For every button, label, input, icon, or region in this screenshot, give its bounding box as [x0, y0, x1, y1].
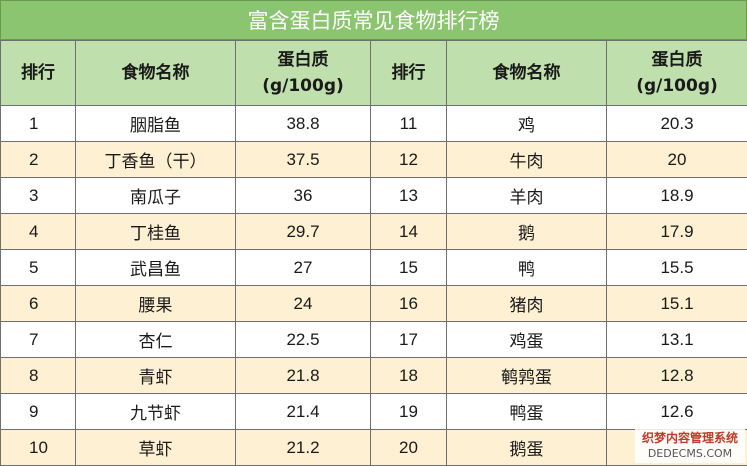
- protein-cell: 15.5: [607, 250, 747, 286]
- rank-header-right: 排行: [371, 41, 447, 106]
- protein-cell: 21.2: [236, 430, 371, 466]
- table-row: 5 武昌鱼 27 15 鸭 15.5: [1, 250, 747, 286]
- food-name-cell: 羊肉: [447, 178, 607, 214]
- rank-cell: 12: [371, 142, 447, 178]
- protein-table: 排行 食物名称 蛋白质 (g/100g) 排行 食物名称 蛋白质 (g/100g…: [0, 40, 747, 466]
- rank-cell: 8: [1, 358, 76, 394]
- rank-cell: 2: [1, 142, 76, 178]
- food-name-cell: 九节虾: [76, 394, 236, 430]
- rank-cell: 17: [371, 322, 447, 358]
- protein-cell: 20: [607, 142, 747, 178]
- food-name-cell: 猪肉: [447, 286, 607, 322]
- protein-cell: 38.8: [236, 106, 371, 142]
- food-name-header: 食物名称: [76, 41, 236, 106]
- protein-cell: 21.8: [236, 358, 371, 394]
- food-name-cell: 草虾: [76, 430, 236, 466]
- table-row: 2 丁香鱼（干） 37.5 12 牛肉 20: [1, 142, 747, 178]
- header-row: 排行 食物名称 蛋白质 (g/100g) 排行 食物名称 蛋白质 (g/100g…: [1, 41, 747, 106]
- food-name-cell: 鸡蛋: [447, 322, 607, 358]
- protein-cell: 29.7: [236, 214, 371, 250]
- rank-cell: 11: [371, 106, 447, 142]
- protein-cell: 17.9: [607, 214, 747, 250]
- food-name-cell: 鸡: [447, 106, 607, 142]
- table-row: 4 丁桂鱼 29.7 14 鹅 17.9: [1, 214, 747, 250]
- protein-cell: 27: [236, 250, 371, 286]
- food-name-cell: 鸭: [447, 250, 607, 286]
- rank-cell: 3: [1, 178, 76, 214]
- food-name-cell: 丁香鱼（干）: [76, 142, 236, 178]
- protein-cell: 24: [236, 286, 371, 322]
- protein-cell: 12.6: [607, 394, 747, 430]
- food-name-cell: 青虾: [76, 358, 236, 394]
- table-row: 8 青虾 21.8 18 鹌鹑蛋 12.8: [1, 358, 747, 394]
- rank-cell: 15: [371, 250, 447, 286]
- table-row: 9 九节虾 21.4 19 鸭蛋 12.6: [1, 394, 747, 430]
- rank-cell: 9: [1, 394, 76, 430]
- table-title: 富含蛋白质常见食物排行榜: [0, 0, 747, 40]
- protein-cell: 36: [236, 178, 371, 214]
- rank-cell: 18: [371, 358, 447, 394]
- table-row: 3 南瓜子 36 13 羊肉 18.9: [1, 178, 747, 214]
- watermark: 织梦内容管理系统 DEDECMS.COM: [635, 429, 745, 463]
- protein-header-right-line1: 蛋白质: [652, 50, 703, 70]
- food-name-cell: 牛肉: [447, 142, 607, 178]
- rank-cell: 14: [371, 214, 447, 250]
- protein-header: 蛋白质 (g/100g): [236, 41, 371, 106]
- protein-cell: 37.5: [236, 142, 371, 178]
- food-name-cell: 丁桂鱼: [76, 214, 236, 250]
- watermark-line2: DEDECMS.COM: [635, 446, 745, 461]
- rank-cell: 16: [371, 286, 447, 322]
- food-name-cell: 鹅蛋: [447, 430, 607, 466]
- protein-cell: 13.1: [607, 322, 747, 358]
- table-row: 6 腰果 24 16 猪肉 15.1: [1, 286, 747, 322]
- food-name-header-right: 食物名称: [447, 41, 607, 106]
- protein-cell: 15.1: [607, 286, 747, 322]
- rank-cell: 10: [1, 430, 76, 466]
- food-name-cell: 鹅: [447, 214, 607, 250]
- protein-header-right-line2: (g/100g): [636, 76, 718, 96]
- rank-cell: 20: [371, 430, 447, 466]
- watermark-line1: 织梦内容管理系统: [635, 431, 745, 446]
- rank-cell: 7: [1, 322, 76, 358]
- table-row: 7 杏仁 22.5 17 鸡蛋 13.1: [1, 322, 747, 358]
- rank-cell: 13: [371, 178, 447, 214]
- protein-cell: 22.5: [236, 322, 371, 358]
- food-name-cell: 鸭蛋: [447, 394, 607, 430]
- protein-cell: 21.4: [236, 394, 371, 430]
- protein-header-right: 蛋白质 (g/100g): [607, 41, 747, 106]
- rank-header: 排行: [1, 41, 76, 106]
- protein-header-line2: (g/100g): [262, 76, 344, 96]
- rank-cell: 19: [371, 394, 447, 430]
- food-name-cell: 鹌鹑蛋: [447, 358, 607, 394]
- rank-cell: 1: [1, 106, 76, 142]
- protein-cell: 18.9: [607, 178, 747, 214]
- food-name-cell: 武昌鱼: [76, 250, 236, 286]
- table-row: 1 胭脂鱼 38.8 11 鸡 20.3: [1, 106, 747, 142]
- food-name-cell: 南瓜子: [76, 178, 236, 214]
- protein-header-line1: 蛋白质: [278, 50, 329, 70]
- food-name-cell: 胭脂鱼: [76, 106, 236, 142]
- rank-cell: 4: [1, 214, 76, 250]
- food-name-cell: 腰果: [76, 286, 236, 322]
- rank-cell: 6: [1, 286, 76, 322]
- protein-cell: 12.8: [607, 358, 747, 394]
- rank-cell: 5: [1, 250, 76, 286]
- protein-cell: 20.3: [607, 106, 747, 142]
- food-name-cell: 杏仁: [76, 322, 236, 358]
